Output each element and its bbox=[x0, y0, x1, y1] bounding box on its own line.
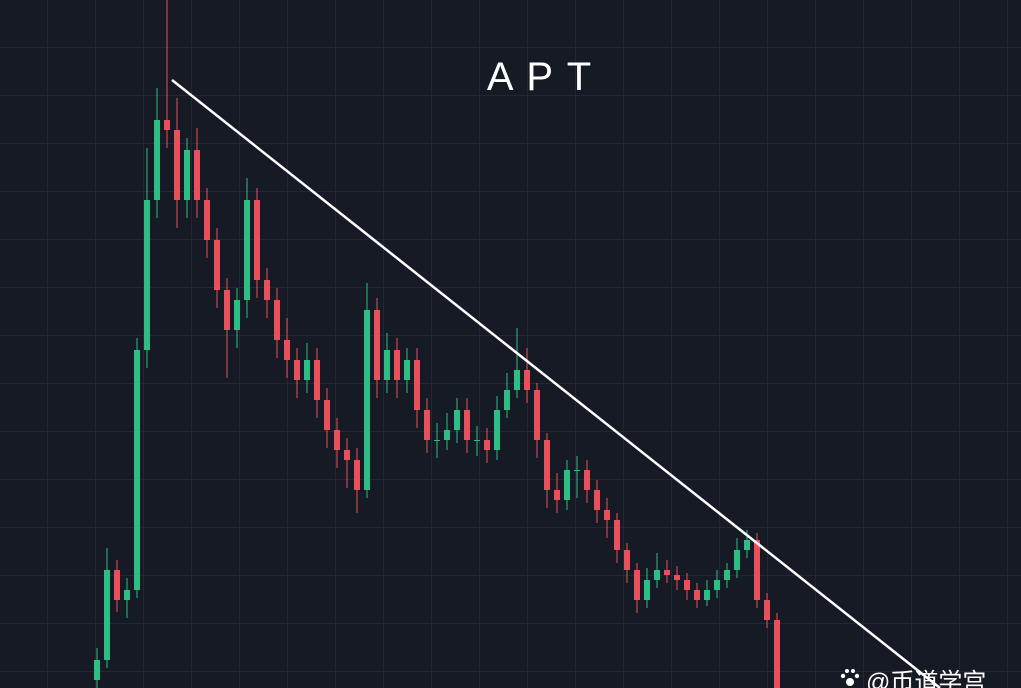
candle-body bbox=[684, 580, 690, 590]
candle-body bbox=[374, 310, 380, 380]
candle-body bbox=[774, 620, 780, 688]
trend-line bbox=[171, 79, 941, 688]
candle-body bbox=[584, 470, 590, 490]
candle-body bbox=[214, 240, 220, 290]
candle-body bbox=[714, 580, 720, 590]
candle-body bbox=[234, 300, 240, 330]
candle-body bbox=[724, 570, 730, 580]
candle-body bbox=[354, 460, 360, 490]
candle-body bbox=[564, 470, 570, 500]
candle-body bbox=[654, 570, 660, 580]
candle-body bbox=[754, 540, 760, 600]
candle-body bbox=[674, 575, 680, 580]
candle-body bbox=[254, 200, 260, 280]
candle-body bbox=[574, 470, 580, 471]
candle-body bbox=[484, 440, 490, 450]
candle-body bbox=[444, 430, 450, 440]
candle-body bbox=[94, 660, 100, 680]
candle-body bbox=[134, 350, 140, 590]
candle-body bbox=[304, 360, 310, 380]
candle-body bbox=[324, 400, 330, 430]
candle-body bbox=[224, 290, 230, 330]
candle-body bbox=[524, 370, 530, 390]
candle-body bbox=[424, 410, 430, 440]
candle-body bbox=[764, 600, 770, 620]
candle-body bbox=[104, 570, 110, 660]
candle-body bbox=[614, 520, 620, 550]
candle-body bbox=[314, 360, 320, 400]
candles bbox=[94, 0, 780, 688]
watermark: @币道学宫 bbox=[866, 669, 986, 688]
candle-body bbox=[124, 590, 130, 600]
candle-body bbox=[284, 340, 290, 360]
candle-body bbox=[514, 370, 520, 390]
candle-body bbox=[394, 350, 400, 380]
candle-body bbox=[204, 200, 210, 240]
candle-body bbox=[494, 410, 500, 450]
candle-body bbox=[554, 490, 560, 500]
candle-body bbox=[154, 120, 160, 200]
candle-body bbox=[744, 540, 750, 550]
candle-body bbox=[504, 390, 510, 410]
candle-body bbox=[644, 580, 650, 600]
candle-body bbox=[734, 550, 740, 570]
candle-body bbox=[454, 410, 460, 430]
candle-body bbox=[694, 590, 700, 600]
candle-body bbox=[634, 570, 640, 600]
candle-body bbox=[664, 570, 670, 575]
chart-title: A P T bbox=[487, 55, 593, 99]
candle-body bbox=[164, 120, 170, 130]
candle-body bbox=[114, 570, 120, 600]
candle-body bbox=[704, 590, 710, 600]
candle-body bbox=[404, 360, 410, 380]
candle-body bbox=[464, 410, 470, 440]
watermark-icon bbox=[840, 669, 860, 686]
candle-body bbox=[594, 490, 600, 510]
candle-body bbox=[184, 150, 190, 200]
candle-body bbox=[144, 200, 150, 350]
candle-body bbox=[194, 150, 200, 200]
candle-body bbox=[414, 360, 420, 410]
candle-body bbox=[434, 440, 440, 441]
candle-body bbox=[264, 280, 270, 300]
candle-body bbox=[624, 550, 630, 570]
candle-body bbox=[474, 440, 480, 441]
candle-body bbox=[534, 390, 540, 440]
candle-body bbox=[384, 350, 390, 380]
candle-body bbox=[244, 200, 250, 300]
candle-body bbox=[604, 510, 610, 520]
candle-body bbox=[344, 450, 350, 460]
candle-body bbox=[334, 430, 340, 450]
candle-body bbox=[274, 300, 280, 340]
candle-body bbox=[174, 130, 180, 200]
candle-body bbox=[544, 440, 550, 490]
candle-body bbox=[294, 360, 300, 380]
candle-body bbox=[364, 310, 370, 490]
